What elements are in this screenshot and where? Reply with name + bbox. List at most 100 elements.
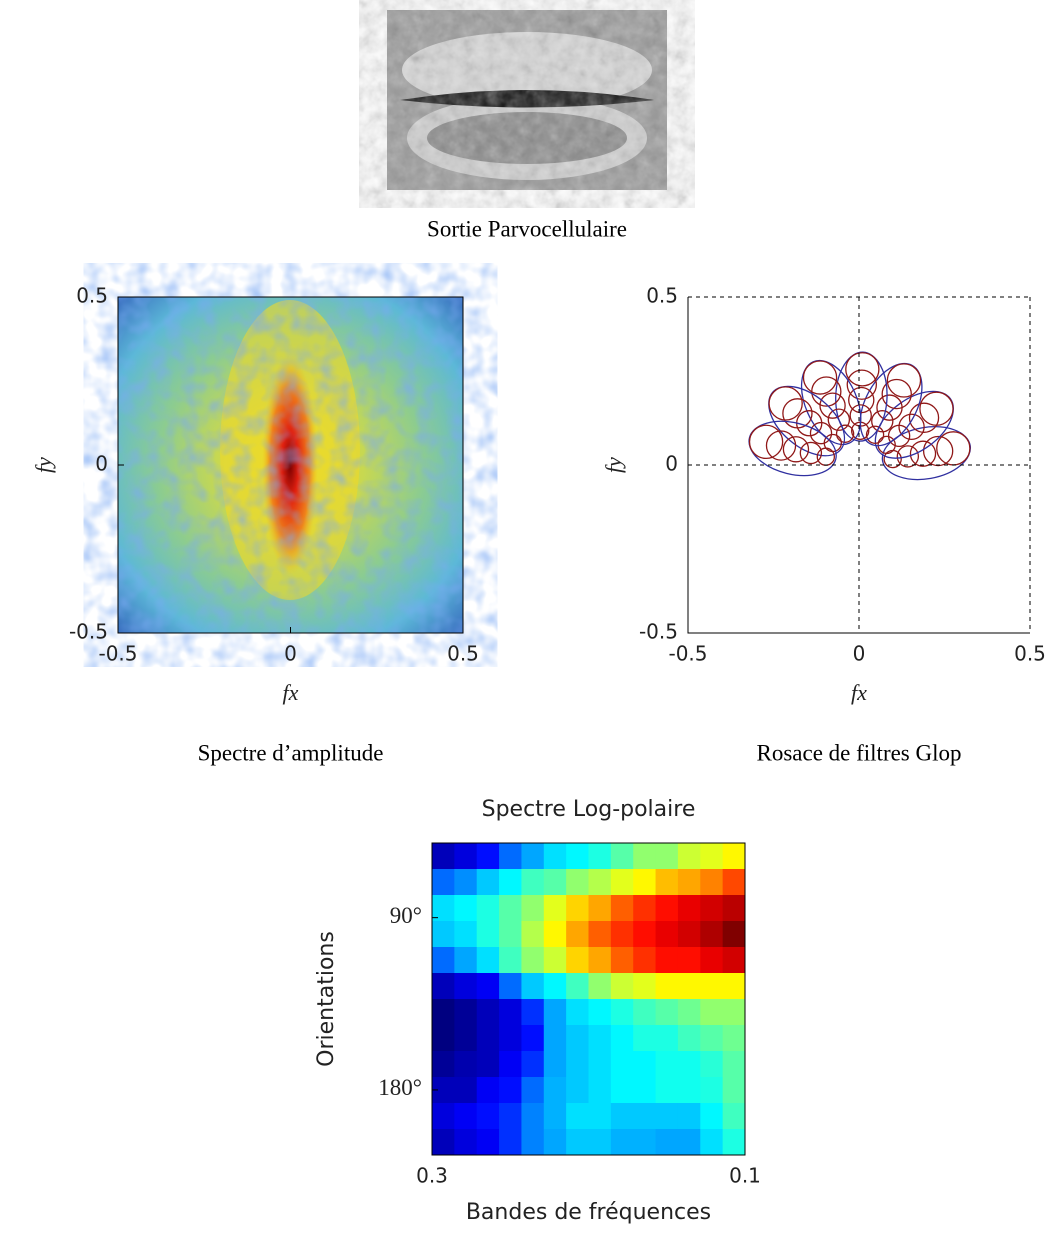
heat-cell (722, 1051, 746, 1078)
filter-core (922, 435, 954, 467)
filter-core (816, 447, 836, 466)
heat-cell (677, 921, 701, 948)
heat-cell (677, 1129, 701, 1156)
heat-cell (700, 1129, 724, 1156)
heat-cell (610, 947, 634, 974)
heat-cell (610, 999, 634, 1026)
y-axis-label: fy (601, 457, 626, 473)
filter-core (909, 440, 937, 467)
heat-cell (655, 895, 679, 922)
heat-cell (499, 1025, 522, 1052)
heat-cell (610, 1077, 634, 1104)
heat-cell (432, 999, 455, 1026)
heat-cell (677, 1103, 701, 1130)
heat-cell (722, 973, 746, 1000)
heat-cell (432, 1051, 455, 1078)
heat-cell (476, 999, 500, 1026)
heat-cell (543, 947, 567, 974)
heat-cell (476, 869, 500, 896)
heat-cell (543, 973, 567, 1000)
heat-cell (588, 973, 612, 1000)
heat-cell (566, 999, 589, 1026)
heat-cell (677, 869, 701, 896)
filter-rosace (748, 351, 972, 481)
heat-cell (543, 921, 567, 948)
heat-cell (454, 921, 478, 948)
heat-cell (499, 895, 522, 922)
filter-core (765, 430, 797, 461)
heat-cell (432, 843, 455, 870)
caption: Rosace de filtres Glop (756, 740, 961, 765)
heat-cell (566, 895, 589, 922)
heat-cell (543, 1077, 567, 1104)
heat-cell (566, 921, 589, 948)
heat-cell (633, 895, 657, 922)
filter-core (896, 445, 920, 468)
heat-cell (566, 1051, 589, 1078)
heat-cell (588, 1129, 612, 1156)
heat-cell (543, 843, 567, 870)
heat-cell (700, 1103, 724, 1130)
spectrum-image (118, 297, 463, 633)
heat-cell (432, 869, 455, 896)
heat-cell (722, 895, 746, 922)
filter-core (809, 421, 833, 445)
heat-cell (677, 973, 701, 1000)
heat-cell (610, 973, 634, 1000)
heat-cell (566, 1025, 589, 1052)
heat-cell (655, 1077, 679, 1104)
filter-core (802, 360, 838, 395)
filter-core (881, 378, 912, 410)
heat-cell (499, 973, 522, 1000)
heat-cell (432, 1129, 455, 1156)
filter-core (936, 431, 971, 466)
y-tick-label: 180° (378, 1075, 422, 1100)
heat-cell (543, 1025, 567, 1052)
heat-cell (700, 947, 724, 974)
heat-cell (610, 895, 634, 922)
heat-cell (454, 1129, 478, 1156)
heat-cell (677, 895, 701, 922)
heat-cell (588, 921, 612, 948)
heat-cell (566, 869, 589, 896)
filter-core (748, 424, 784, 460)
heat-cell (633, 1077, 657, 1104)
heat-cell (610, 869, 634, 896)
heat-cell (521, 869, 545, 896)
x-tick-label: 0.3 (416, 1164, 448, 1188)
heat-cell (700, 921, 724, 948)
heat-cell (566, 1077, 589, 1104)
heat-cell (543, 1103, 567, 1130)
heat-cell (566, 973, 589, 1000)
heat-cell (454, 1051, 478, 1078)
filter-core (846, 369, 878, 400)
heat-cell (655, 999, 679, 1026)
heat-cell (521, 895, 545, 922)
heat-cell (499, 869, 522, 896)
heat-cell (521, 1025, 545, 1052)
heat-cell (655, 1103, 679, 1130)
heat-cell (543, 869, 567, 896)
heat-cell (521, 1103, 545, 1130)
heat-cell (633, 1129, 657, 1156)
heat-cell (521, 999, 545, 1026)
y-tick-label: 0 (95, 452, 108, 476)
heat-cell (454, 869, 478, 896)
y-tick-label: -0.5 (69, 620, 108, 644)
filter-core (819, 392, 846, 419)
x-axis-label: fx (283, 680, 299, 705)
heat-cell (521, 1051, 545, 1078)
heat-cell (432, 1025, 455, 1052)
heat-cell (633, 921, 657, 948)
filter-outline (881, 426, 972, 481)
heat-cell (655, 843, 679, 870)
heat-cell (476, 1051, 500, 1078)
heat-cell (499, 947, 522, 974)
heat-cell (588, 869, 612, 896)
heat-cell (722, 1129, 746, 1156)
heat-cell (454, 1077, 478, 1104)
heat-cell (700, 895, 724, 922)
heat-cell (722, 947, 746, 974)
filter-outline (874, 390, 954, 459)
